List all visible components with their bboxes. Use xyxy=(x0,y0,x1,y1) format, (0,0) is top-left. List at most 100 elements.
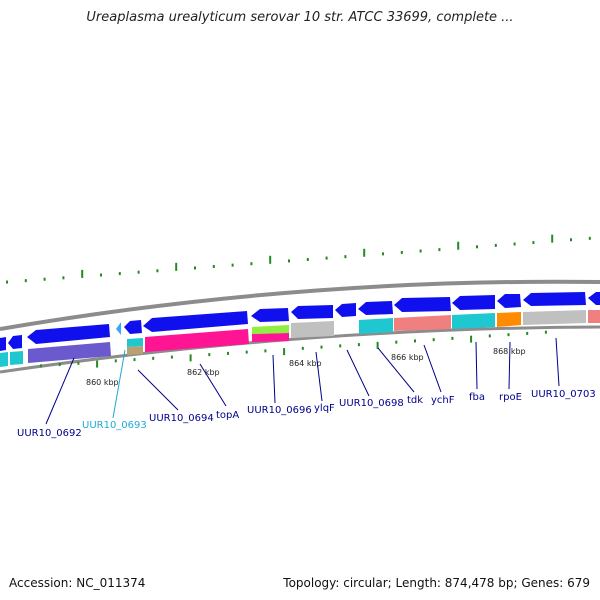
gc-tick xyxy=(194,266,196,270)
connector-line xyxy=(137,369,179,411)
gc-tick xyxy=(250,262,253,266)
gc-tick xyxy=(100,273,102,277)
gc-tick xyxy=(137,270,140,274)
feature-block[interactable] xyxy=(497,312,521,327)
inner-tick xyxy=(376,341,379,349)
cds-arrow[interactable] xyxy=(394,297,451,312)
cds-arrow[interactable] xyxy=(27,324,110,344)
gene-label[interactable]: UUR10_0693 xyxy=(82,420,147,431)
inner-tick xyxy=(357,343,360,347)
inner-tick xyxy=(507,333,510,337)
connector-line xyxy=(112,349,126,419)
cds-arrow[interactable] xyxy=(291,305,333,319)
gc-tick xyxy=(231,263,234,267)
inner-tick xyxy=(339,344,342,348)
accession-text: Accession: NC_011374 xyxy=(9,576,146,590)
gc-tick xyxy=(118,272,121,276)
genome-backbone-lower xyxy=(0,325,600,374)
cds-arrow[interactable] xyxy=(588,292,600,305)
cds-arrow[interactable] xyxy=(0,337,6,351)
gc-tick xyxy=(419,249,422,253)
connector-line xyxy=(199,363,227,407)
cds-arrow[interactable] xyxy=(452,295,495,310)
inner-ticks xyxy=(40,330,547,368)
feature-block[interactable] xyxy=(252,325,289,334)
gc-tick xyxy=(6,280,8,284)
gc-tick xyxy=(269,255,272,264)
inner-tick xyxy=(58,363,61,367)
gc-tick xyxy=(344,255,347,259)
gene-label[interactable]: topA xyxy=(216,410,239,421)
inner-tick xyxy=(208,353,211,357)
cds-arrow[interactable] xyxy=(335,303,356,317)
inner-tick xyxy=(320,345,323,349)
cds-arrow[interactable] xyxy=(143,311,248,332)
gene-label[interactable]: ylqF xyxy=(314,403,335,414)
inner-tick xyxy=(77,361,80,365)
gc-tick xyxy=(457,241,460,250)
cds-arrow[interactable] xyxy=(523,292,586,306)
connector-line xyxy=(45,357,75,425)
connector-line xyxy=(315,351,323,402)
inner-tick xyxy=(96,360,99,368)
genome-backbone xyxy=(0,279,600,331)
inner-tick xyxy=(189,354,192,362)
gc-tick xyxy=(43,277,46,281)
feature-block[interactable] xyxy=(145,329,249,352)
cds-arrow[interactable] xyxy=(116,322,121,335)
inner-tick xyxy=(152,356,155,360)
gc-tick xyxy=(532,241,535,245)
gc-tick xyxy=(551,234,554,243)
feature-block[interactable] xyxy=(452,313,495,329)
gc-tick xyxy=(81,269,84,278)
inner-tick xyxy=(170,355,173,359)
feature-track xyxy=(0,310,600,367)
ruler-label: 862 kbp xyxy=(187,368,220,377)
cds-arrow[interactable] xyxy=(124,320,142,334)
gene-label[interactable]: rpoE xyxy=(499,392,522,403)
inner-tick xyxy=(40,364,42,368)
gene-labels: UUR10_0692 UUR10_0693 UUR10_0694 topA UU… xyxy=(17,389,596,439)
inner-tick xyxy=(283,348,286,356)
gc-tick xyxy=(325,256,328,260)
inner-tick xyxy=(470,335,473,343)
gc-tick xyxy=(513,242,516,246)
feature-block[interactable] xyxy=(588,310,600,323)
genome-stats-text: Topology: circular; Length: 874,478 bp; … xyxy=(283,576,590,590)
gc-tick xyxy=(306,257,309,261)
inner-tick xyxy=(451,336,454,340)
gene-label[interactable]: UUR10_0692 xyxy=(17,428,82,439)
feature-block[interactable] xyxy=(28,342,111,363)
cds-arrow[interactable] xyxy=(251,308,289,322)
feature-block[interactable] xyxy=(359,318,393,334)
gene-label[interactable]: UUR10_0696 xyxy=(247,405,312,416)
gc-tick xyxy=(24,279,27,283)
gene-label[interactable]: UUR10_0698 xyxy=(339,398,404,409)
inner-tick xyxy=(133,358,136,362)
feature-block[interactable] xyxy=(291,321,334,338)
gc-tick xyxy=(212,265,215,269)
gene-label[interactable]: ychF xyxy=(431,395,455,406)
gene-label[interactable]: UUR10_0694 xyxy=(149,413,214,424)
feature-block[interactable] xyxy=(10,351,23,365)
gc-tick xyxy=(156,269,159,273)
gc-tick xyxy=(400,250,403,254)
map-title: Ureaplasma urealyticum serovar 10 str. A… xyxy=(86,10,514,25)
feature-block[interactable] xyxy=(394,315,451,331)
gene-label[interactable]: UUR10_0703 xyxy=(531,389,596,400)
feature-block[interactable] xyxy=(0,352,8,367)
feature-block[interactable] xyxy=(523,310,586,325)
cds-arrow[interactable] xyxy=(8,335,22,349)
gene-label[interactable]: fba xyxy=(469,392,485,403)
gc-tick xyxy=(175,262,178,271)
feature-block[interactable] xyxy=(252,333,289,342)
cds-arrow[interactable] xyxy=(497,294,521,308)
cds-track xyxy=(0,292,600,351)
feature-block[interactable] xyxy=(127,338,143,347)
cds-arrow[interactable] xyxy=(358,301,393,315)
label-connectors xyxy=(45,337,560,425)
feature-block[interactable] xyxy=(127,346,143,355)
gene-label[interactable]: tdk xyxy=(407,395,423,406)
inner-tick xyxy=(227,351,229,355)
